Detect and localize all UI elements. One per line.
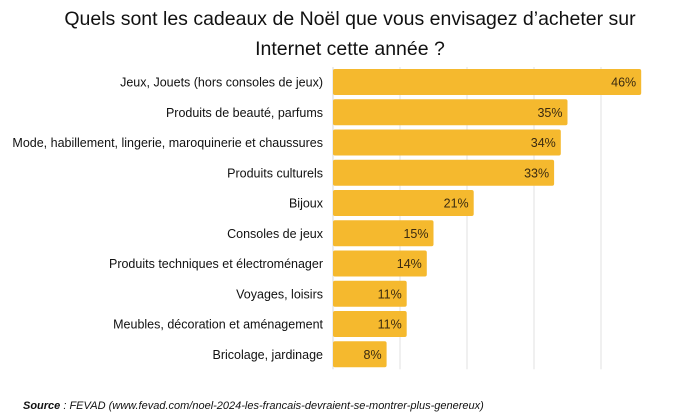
category-label: Produits techniques et électroménager (109, 257, 323, 271)
value-labels: 46% 35% 34% 33% 21% 15% 14% 11% 11% 8% (364, 76, 637, 362)
source-note: Source : FEVAD (www.fevad.com/noel-2024-… (23, 400, 484, 412)
category-label: Bricolage, jardinage (213, 348, 324, 362)
value-label: 11% (378, 287, 402, 301)
bar (333, 280, 407, 307)
bar (333, 250, 427, 277)
bar (333, 341, 387, 368)
value-label: 14% (397, 257, 422, 271)
bar (333, 99, 568, 126)
value-label: 11% (378, 318, 402, 332)
category-label: Produits de beauté, parfums (166, 106, 323, 120)
bar (333, 190, 474, 216)
category-label: Jeux, Jouets (hors consoles de jeux) (120, 76, 323, 90)
category-label: Bijoux (289, 197, 324, 211)
bar (333, 129, 561, 156)
category-labels: Jeux, Jouets (hors consoles de jeux) Prod… (12, 76, 323, 362)
chart-title-line-2: Internet cette année ? (255, 38, 445, 60)
value-label: 33% (524, 166, 549, 180)
chart-title: Quels sont les cadeaux de Noël que vous … (0, 4, 700, 64)
category-label: Produits culturels (227, 166, 323, 180)
category-label: Mode, habillement, lingerie, maroquineri… (12, 136, 323, 150)
category-label: Consoles de jeux (227, 227, 324, 241)
bar (333, 311, 407, 337)
source-text: : FEVAD (www.fevad.com/noel-2024-les-fra… (60, 400, 484, 412)
bar (333, 159, 555, 186)
bars (333, 69, 642, 368)
value-label: 46% (611, 76, 636, 90)
value-label: 15% (403, 227, 428, 241)
source-label: Source (23, 400, 61, 412)
value-label: 21% (444, 197, 469, 211)
value-label: 34% (531, 136, 556, 150)
value-label: 8% (364, 348, 382, 362)
category-label: Meubles, décoration et aménagement (113, 318, 323, 332)
chart-title-line-1: Quels sont les cadeaux de Noël que vous … (64, 8, 636, 30)
value-label: 35% (537, 106, 562, 120)
bar (333, 69, 642, 95)
bar (333, 220, 434, 247)
category-label: Voyages, loisirs (236, 287, 323, 301)
